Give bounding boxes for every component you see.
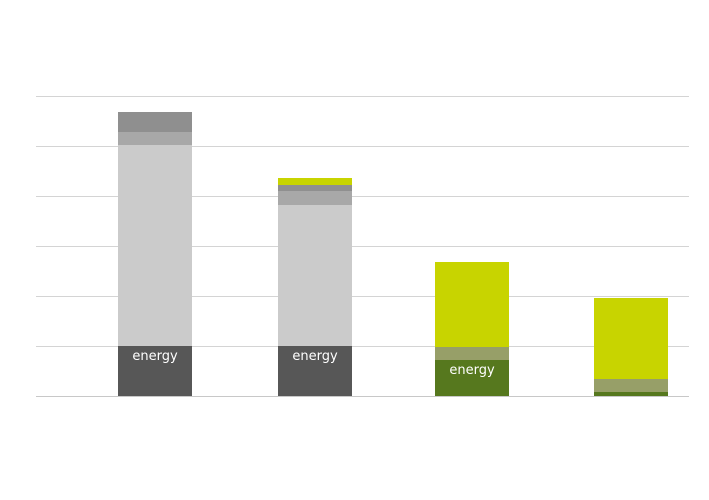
bar-segment	[435, 360, 509, 396]
bar-segment	[594, 379, 668, 392]
segment-label: energy	[292, 349, 338, 364]
bar-segment	[594, 393, 668, 396]
bars	[118, 112, 668, 396]
segment-label: energy	[449, 363, 495, 378]
bar-segment	[435, 262, 509, 347]
bar-segment	[278, 346, 352, 396]
bar-segment	[278, 185, 352, 191]
segment-labels: energy energy energy	[132, 349, 495, 378]
bar-segment	[278, 205, 352, 346]
bar-segment	[118, 346, 192, 396]
bar-segment	[118, 145, 192, 346]
bar-segment	[594, 392, 668, 393]
segment-label: energy	[132, 349, 178, 364]
bar-segment	[435, 347, 509, 360]
bar-segment	[278, 178, 352, 185]
bar-segment	[118, 132, 192, 145]
bar-segment	[118, 112, 192, 132]
bar-segment	[594, 298, 668, 379]
bar-segment	[278, 191, 352, 205]
